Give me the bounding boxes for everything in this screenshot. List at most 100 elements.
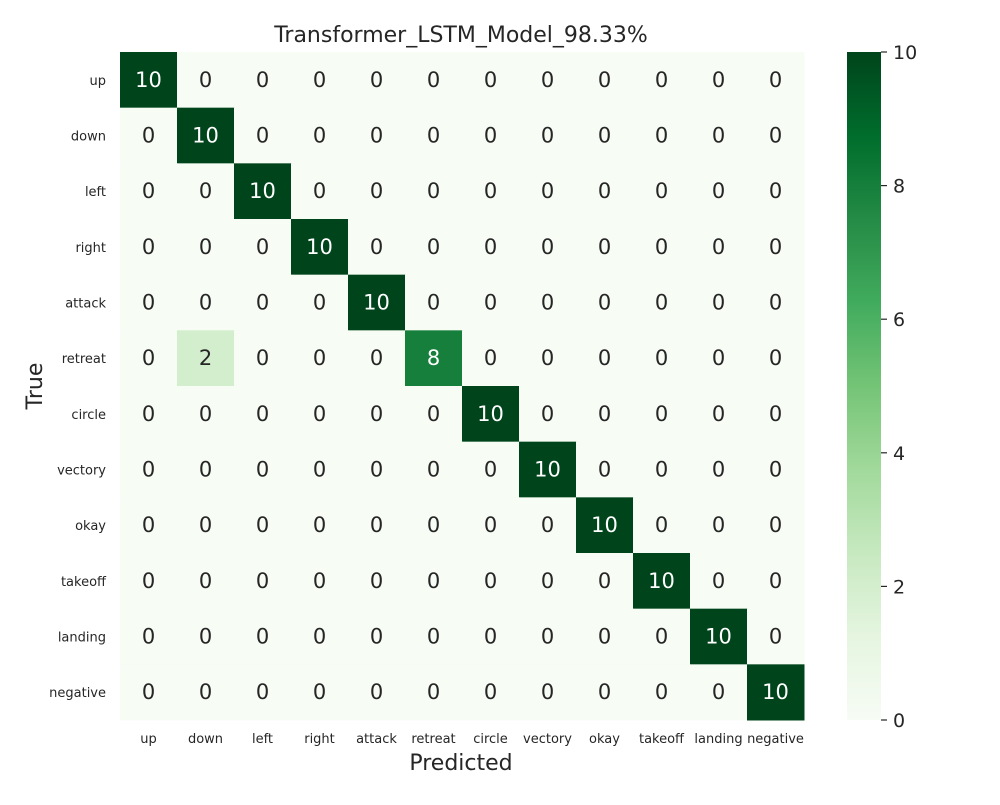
heatmap-cell (576, 163, 634, 220)
cell-value-label: 0 (256, 458, 269, 482)
cell-value-label: 0 (313, 569, 326, 593)
heatmap-cell (177, 497, 235, 554)
cell-value-label: 0 (199, 513, 212, 537)
cell-value-label: 0 (769, 513, 782, 537)
heatmap-cell (519, 107, 577, 164)
heatmap-cell (291, 330, 349, 387)
heatmap-cell (576, 52, 634, 109)
x-tick-label: down (188, 732, 223, 747)
x-tick-label: negative (747, 732, 804, 747)
heatmap-cell (519, 497, 577, 554)
cell-value-label: 0 (598, 235, 611, 259)
cell-value-label: 0 (370, 179, 383, 203)
heatmap-cell (177, 441, 235, 498)
heatmap-cell (462, 52, 520, 109)
x-tick-label: attack (356, 732, 397, 747)
heatmap-cell (519, 608, 577, 665)
cell-value-label: 0 (427, 291, 440, 315)
cell-value-label: 0 (484, 235, 497, 259)
heatmap-cell (234, 386, 292, 443)
heatmap-cell (690, 386, 748, 443)
x-tick-label: landing (694, 732, 742, 747)
cell-value-label: 0 (655, 235, 668, 259)
heatmap-cell (348, 52, 406, 109)
cell-value-label: 0 (769, 179, 782, 203)
y-tick-label: landing (58, 631, 106, 646)
cell-value-label: 0 (142, 458, 155, 482)
heatmap-cell (291, 441, 349, 498)
heatmap-cell (747, 664, 805, 721)
cell-value-label: 0 (655, 346, 668, 370)
cell-value-label: 0 (769, 458, 782, 482)
heatmap-cell (519, 441, 577, 498)
colorbar (847, 52, 881, 720)
x-tick-label: right (304, 732, 335, 747)
heatmap-cell (120, 330, 178, 387)
heatmap-cell (747, 553, 805, 610)
heatmap-cell (348, 386, 406, 443)
heatmap-cell (690, 553, 748, 610)
cell-value-label: 0 (256, 680, 269, 704)
cell-value-label: 0 (313, 346, 326, 370)
heatmap-cell (405, 219, 463, 276)
heatmap-cell (633, 52, 691, 109)
heatmap-cell (177, 386, 235, 443)
cell-value-label: 0 (142, 680, 155, 704)
cell-value-label: 0 (427, 625, 440, 649)
heatmap-cell (576, 497, 634, 554)
heatmap-cell (633, 163, 691, 220)
cell-value-label: 0 (313, 513, 326, 537)
cell-value-label: 0 (541, 291, 554, 315)
heatmap-cell (177, 163, 235, 220)
cell-value-label: 0 (712, 346, 725, 370)
heatmap-cell (348, 107, 406, 164)
heatmap-cell (519, 664, 577, 721)
heatmap-cell (576, 441, 634, 498)
cell-value-label: 0 (370, 235, 383, 259)
cell-value-label: 10 (591, 513, 618, 537)
heatmap-cell (690, 107, 748, 164)
heatmap-cell (747, 107, 805, 164)
cell-value-label: 0 (313, 291, 326, 315)
colorbar-ticks: 0 2 4 6 8 10 (881, 42, 917, 732)
heatmap-cell (348, 608, 406, 665)
cell-value-label: 10 (306, 235, 333, 259)
heatmap-cell (234, 107, 292, 164)
heatmap-cell (234, 274, 292, 331)
cell-value-label: 0 (370, 124, 383, 148)
heatmap-cell (177, 553, 235, 610)
cell-value-label: 0 (370, 402, 383, 426)
cell-value-label: 0 (598, 68, 611, 92)
heatmap-cell (633, 553, 691, 610)
cell-value-label: 0 (370, 680, 383, 704)
heatmap-cell (462, 664, 520, 721)
heatmap-cell (348, 330, 406, 387)
heatmap-cell (690, 664, 748, 721)
cell-value-label: 0 (598, 402, 611, 426)
cell-value-label: 0 (541, 346, 554, 370)
cell-value-label: 0 (256, 625, 269, 649)
heatmap-cell (747, 163, 805, 220)
cell-value-label: 0 (769, 402, 782, 426)
heatmap-cell (462, 274, 520, 331)
heatmap-cell (291, 553, 349, 610)
heatmap-cell (120, 497, 178, 554)
heatmap-cell (291, 274, 349, 331)
cell-value-label: 0 (142, 625, 155, 649)
heatmap-cell (291, 52, 349, 109)
heatmap-cell (348, 274, 406, 331)
cell-value-label: 0 (712, 680, 725, 704)
cell-value-label: 0 (199, 235, 212, 259)
cell-value-label: 10 (249, 179, 276, 203)
cell-value-label: 0 (256, 291, 269, 315)
y-tick-label: negative (49, 686, 106, 701)
cell-value-label: 0 (484, 513, 497, 537)
cell-value-label: 0 (769, 569, 782, 593)
cell-value-label: 0 (712, 291, 725, 315)
cell-value-label: 10 (534, 458, 561, 482)
heatmap-cell (405, 664, 463, 721)
heatmap-cell (291, 608, 349, 665)
heatmap-cell (462, 497, 520, 554)
cell-value-label: 0 (598, 625, 611, 649)
heatmap-cell (747, 330, 805, 387)
